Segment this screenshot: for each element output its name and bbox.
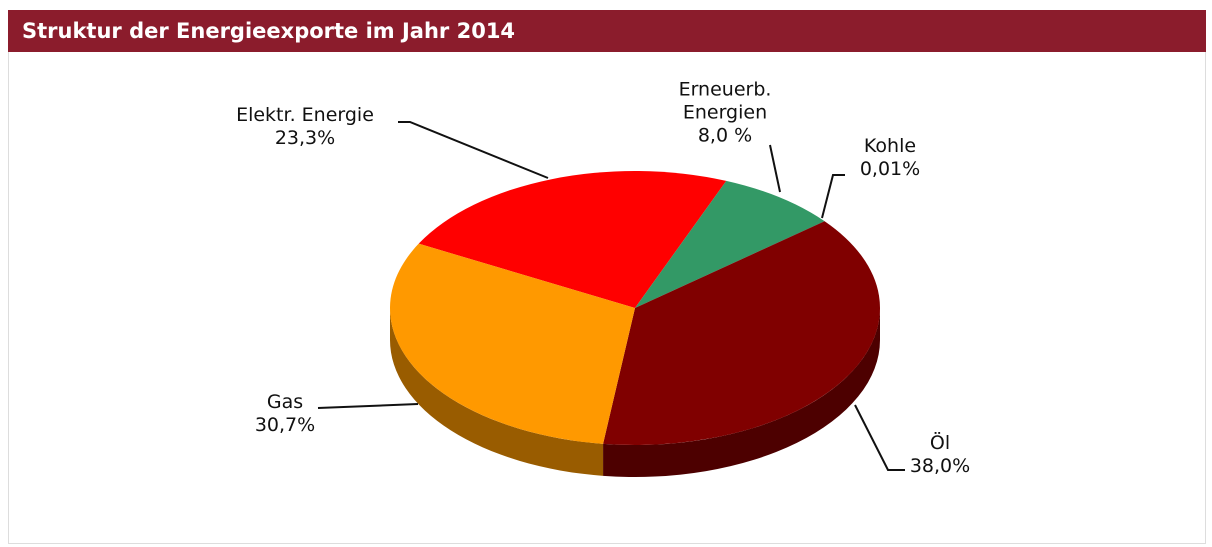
category-label: Kohle (863, 135, 917, 157)
category-label: Gas (266, 391, 304, 413)
pie-slice (418, 171, 727, 308)
category-label: Elektr. Energie (236, 104, 374, 126)
value-label: 23,3% (274, 127, 336, 149)
value-label: 38,0% (909, 455, 971, 477)
pie-sides (390, 308, 881, 478)
leader-line (398, 121, 549, 179)
slice-label: Elektr. Energie 23,3% (236, 104, 374, 150)
title-bar: Struktur der Energieexporte im Jahr 2014 (8, 10, 1206, 52)
value-label: 8,0 % (697, 124, 753, 147)
pie-slice (603, 221, 880, 445)
slice-label: Gas 30,7% (255, 391, 315, 437)
leader-line (769, 144, 781, 193)
pie-slice (635, 180, 825, 308)
category-label: Erneuerb. Energien (678, 78, 772, 124)
category-label: Öl (929, 432, 951, 454)
pie-slice (389, 243, 635, 444)
pie-side (390, 308, 604, 476)
leader-line (317, 403, 419, 409)
slice-label: Öl 38,0% (910, 432, 970, 478)
value-label: 0,01% (859, 158, 921, 180)
leader-line (854, 404, 905, 471)
chart-title: Struktur der Energieexporte im Jahr 2014 (22, 19, 516, 43)
pie-slice (635, 221, 825, 308)
slice-label: Erneuerb. Energien 8,0 % (665, 79, 785, 148)
slice-label: Kohle 0,01% (860, 135, 920, 181)
pie-side (603, 308, 881, 478)
pie-tops (389, 171, 880, 445)
value-label: 30,7% (254, 414, 316, 436)
leader-line (821, 174, 845, 219)
